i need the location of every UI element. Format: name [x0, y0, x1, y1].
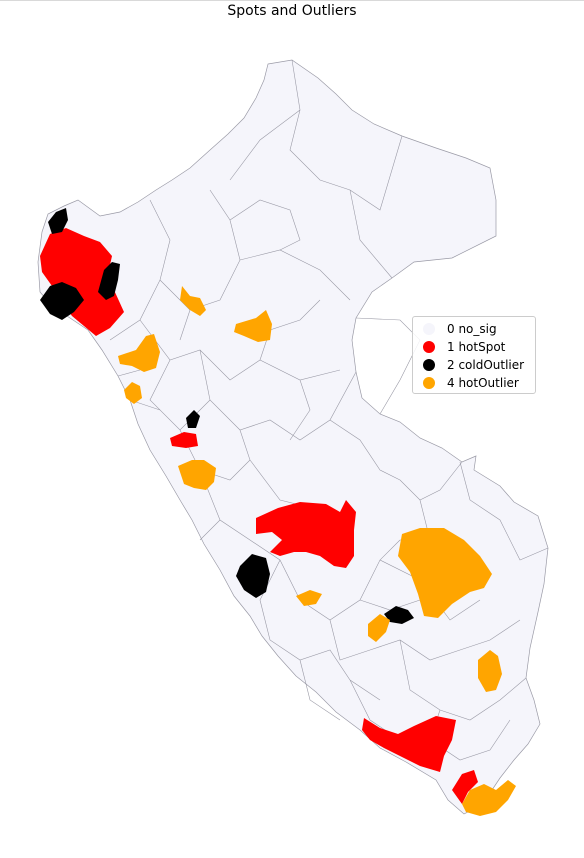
coldoutlier-region-lima	[236, 554, 270, 598]
hotspot-region-south-coast	[362, 716, 456, 772]
country-base-region	[37, 59, 549, 815]
hotoutlier-region-amazonas-a	[180, 286, 206, 316]
legend-dot-hotspot	[423, 341, 435, 353]
legend-label-no-sig: 0 no_sig	[447, 322, 497, 336]
hotspot-region-cajamarca	[170, 432, 198, 448]
legend-entry-hotspot: 1 hotSpot	[423, 338, 535, 356]
hotspot-region-central	[256, 500, 356, 568]
map-title: Spots and Outliers	[227, 3, 357, 19]
legend-entry-no-sig: 0 no_sig	[423, 320, 535, 338]
hotoutlier-region-ayacucho	[368, 614, 390, 642]
legend-label-hotoutlier: 4 hotOutlier	[447, 376, 519, 390]
hotspot-region-tacna	[452, 770, 478, 804]
legend-entry-coldoutlier: 2 coldOutlier	[423, 356, 535, 374]
legend-dot-no-sig	[423, 323, 435, 335]
coldoutlier-region-ancash	[186, 410, 200, 428]
hotoutlier-region-amazonas-b	[234, 310, 272, 342]
coldoutlier-region-tumbes	[48, 208, 68, 234]
legend-entry-hotoutlier: 4 hotOutlier	[423, 374, 535, 392]
legend: 0 no_sig 1 hotSpot 2 coldOutlier 4 hotOu…	[412, 316, 536, 394]
legend-dot-coldoutlier	[423, 359, 435, 371]
legend-label-coldoutlier: 2 coldOutlier	[447, 358, 525, 372]
hotoutlier-region-la-libertad	[178, 460, 216, 490]
hotoutlier-region-lambayeque	[118, 334, 160, 372]
coldoutlier-region-apurimac	[384, 606, 414, 624]
hotspot-region-north-coast	[40, 228, 124, 336]
coldoutlier-region-piura-coast	[40, 282, 84, 320]
hotoutlier-region-madre-de-dios	[398, 528, 492, 618]
coldoutlier-region-piura-east	[98, 262, 120, 300]
hotoutlier-region-puno	[478, 650, 502, 692]
hotoutlier-region-chiclayo	[124, 382, 142, 404]
legend-label-hotspot: 1 hotSpot	[447, 340, 506, 354]
top-border-line	[0, 0, 584, 1]
hotoutlier-region-tacna-south	[462, 780, 516, 816]
legend-dot-hotoutlier	[423, 377, 435, 389]
hotoutlier-region-huancavelica	[296, 590, 322, 606]
